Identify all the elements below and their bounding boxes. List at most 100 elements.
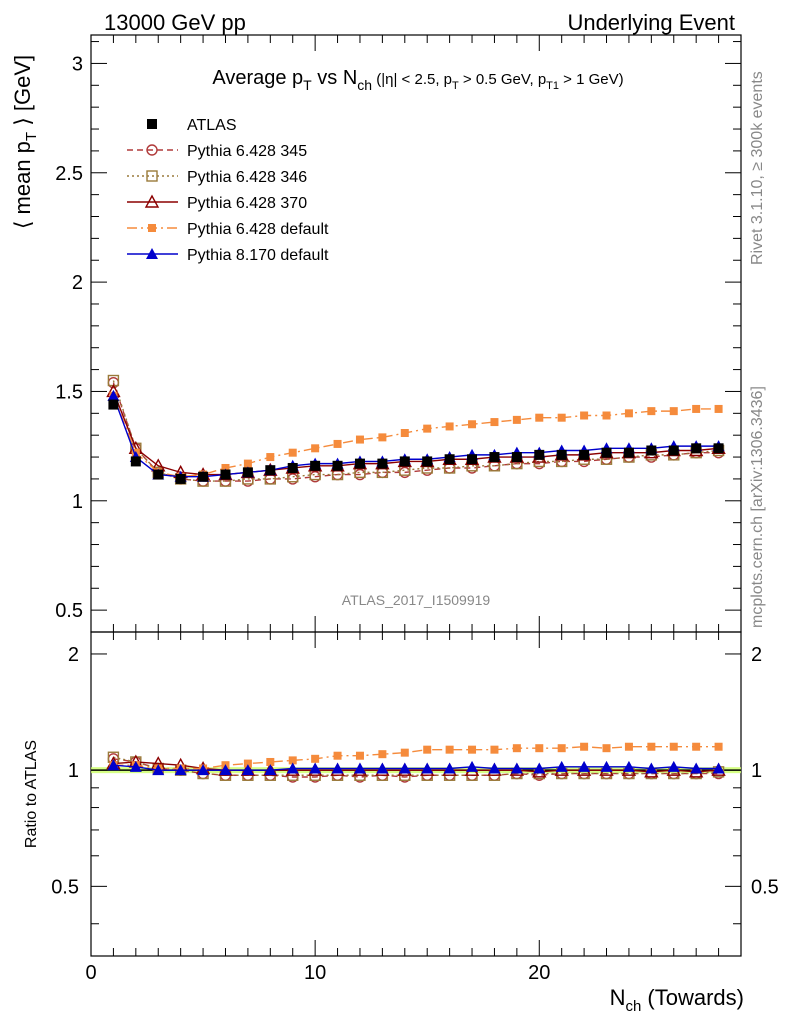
data-point [579, 449, 590, 460]
ratio-data-point [376, 762, 389, 774]
ratio-data-point [219, 764, 232, 776]
ratio-series-line [113, 758, 719, 778]
legend-marker [148, 224, 156, 232]
ratio-data-point [510, 762, 523, 774]
data-point [489, 452, 500, 463]
data-point [220, 469, 231, 480]
legend-entry: Pythia 6.428 370 [127, 194, 307, 212]
ratio-data-point [555, 760, 568, 772]
collision-label: 13000 GeV pp [104, 10, 246, 35]
series-line [112, 382, 719, 482]
ratio-data-point [533, 762, 546, 774]
data-point [423, 424, 432, 433]
svg-text:Nch (Towards): Nch (Towards) [610, 985, 744, 1015]
legend-marker [146, 248, 158, 259]
mcplots-reference-label: mcplots.cern.ch [arXiv:1306.3436] [749, 386, 766, 628]
rivet-version-label: Rivet 3.1.10, ≥ 300k events [749, 71, 766, 265]
legend-marker [146, 170, 158, 182]
ratio-data-point [669, 742, 678, 751]
data-point [288, 448, 297, 457]
data-point [534, 449, 545, 460]
series-1 [107, 377, 725, 487]
legend-entry: Pythia 6.428 default [127, 221, 329, 238]
data-point [243, 459, 252, 468]
legend-label: Pythia 6.428 370 [187, 195, 307, 212]
ratio-data-point [645, 762, 658, 774]
legend-entry: Pythia 8.170 default [127, 247, 329, 264]
ratio-y-tick-label-right: 1 [751, 760, 762, 782]
svg-text:Average pT vs Nch (|η| < 2.5,: Average pT vs Nch (|η| < 2.5, pT > 0.5 G… [212, 67, 623, 93]
ratio-data-point [535, 744, 544, 753]
data-point [646, 445, 657, 456]
legend-label: Pythia 6.428 default [187, 221, 329, 238]
ratio-data-point [602, 744, 611, 753]
data-point [377, 458, 388, 469]
ratio-data-point [264, 764, 277, 776]
data-point [580, 411, 589, 420]
data-point [601, 447, 612, 458]
data-point [647, 407, 656, 416]
ratio-data-point [600, 760, 613, 772]
ratio-data-point [468, 745, 477, 754]
ratio-data-point [174, 764, 187, 776]
series-line [112, 395, 719, 478]
ratio-y-tick-label: 1 [68, 760, 79, 782]
ratio-data-point [488, 762, 501, 774]
ratio-data-point [714, 742, 723, 751]
ratio-data-point [355, 751, 364, 760]
ratio-data-point [378, 750, 387, 759]
data-point [242, 467, 253, 478]
ratio-data-point [241, 764, 254, 776]
ratio-data-point [578, 760, 591, 772]
x-tick-label: 10 [304, 962, 326, 984]
series-line [112, 391, 719, 476]
ratio-data-point [353, 762, 366, 774]
data-point [333, 439, 342, 448]
data-point [355, 435, 364, 444]
ratio-y-axis-label: Ratio to ATLAS [23, 740, 40, 848]
data-point [332, 460, 343, 471]
ratio-series-line [113, 756, 719, 776]
ratio-panel-frame [90, 631, 742, 957]
ratio-data-point [400, 748, 409, 757]
ratio-y-tick-label-right: 2 [751, 644, 762, 666]
ratio-data-point [466, 760, 479, 772]
data-point [511, 452, 522, 463]
ratio-data-point [622, 760, 635, 772]
x-tick-label: 0 [85, 962, 96, 984]
data-point [490, 418, 499, 427]
legend-marker [146, 144, 158, 156]
y-tick-label: 1 [72, 491, 83, 513]
data-point [311, 444, 320, 453]
x-tick-label: 20 [528, 962, 550, 984]
ratio-y-tick-label-right: 0.5 [751, 876, 779, 898]
data-point [691, 443, 702, 454]
series-0 [108, 399, 724, 484]
data-point [310, 460, 321, 471]
y-axis-label: ⟨ mean pT ⟩ [GeV] [10, 55, 40, 229]
data-point [287, 462, 298, 473]
data-point [422, 456, 433, 467]
legend-label: Pythia 6.428 346 [187, 169, 307, 186]
data-point [557, 413, 566, 422]
series-3 [106, 383, 726, 481]
legend-label: Pythia 6.428 345 [187, 143, 307, 160]
ratio-data-point [266, 757, 275, 766]
data-point [668, 445, 679, 456]
y-tick-label: 0.5 [55, 600, 83, 622]
data-point [468, 420, 477, 429]
ratio-series-line [113, 761, 719, 773]
data-point [107, 389, 120, 401]
axis-ticks: 0 10 20 0.5 1 1.5 2 2.5 3 0.5 0.5 1 1 2 2 [51, 35, 779, 984]
ratio-data-point [580, 742, 589, 751]
ratio-data-point [243, 759, 252, 768]
data-point [266, 453, 275, 462]
data-point [713, 443, 724, 454]
data-point [354, 458, 365, 469]
data-point [400, 429, 409, 437]
data-point [175, 473, 186, 484]
data-point [378, 433, 387, 442]
data-point [130, 456, 141, 467]
ratio-data-point [288, 756, 297, 765]
data-point [198, 471, 209, 482]
